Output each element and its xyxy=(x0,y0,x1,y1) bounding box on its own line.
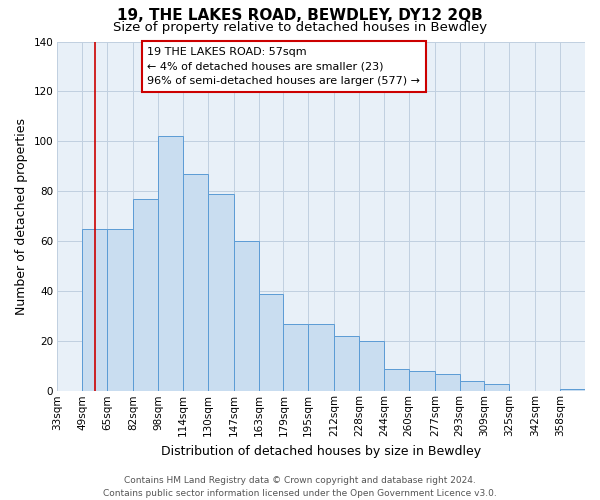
Text: 19, THE LAKES ROAD, BEWDLEY, DY12 2QB: 19, THE LAKES ROAD, BEWDLEY, DY12 2QB xyxy=(117,8,483,22)
Bar xyxy=(208,194,234,392)
Bar xyxy=(384,369,409,392)
Bar xyxy=(359,342,384,392)
Bar xyxy=(409,372,435,392)
Bar xyxy=(283,324,308,392)
X-axis label: Distribution of detached houses by size in Bewdley: Distribution of detached houses by size … xyxy=(161,444,481,458)
Text: Contains HM Land Registry data © Crown copyright and database right 2024.
Contai: Contains HM Land Registry data © Crown c… xyxy=(103,476,497,498)
Text: Size of property relative to detached houses in Bewdley: Size of property relative to detached ho… xyxy=(113,21,487,34)
Bar xyxy=(334,336,359,392)
Bar xyxy=(234,242,259,392)
Bar xyxy=(484,384,509,392)
Bar xyxy=(259,294,283,392)
Bar xyxy=(460,382,484,392)
Bar xyxy=(183,174,208,392)
Bar xyxy=(158,136,183,392)
Bar xyxy=(107,229,133,392)
Bar xyxy=(435,374,460,392)
Bar xyxy=(308,324,334,392)
Bar xyxy=(82,229,107,392)
Bar xyxy=(560,389,585,392)
Bar xyxy=(133,199,158,392)
Text: 19 THE LAKES ROAD: 57sqm
← 4% of detached houses are smaller (23)
96% of semi-de: 19 THE LAKES ROAD: 57sqm ← 4% of detache… xyxy=(147,46,420,86)
Y-axis label: Number of detached properties: Number of detached properties xyxy=(15,118,28,315)
